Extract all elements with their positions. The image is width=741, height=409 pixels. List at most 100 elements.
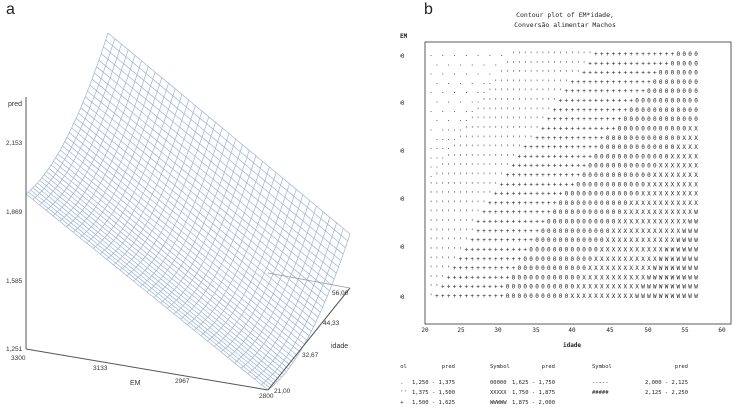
contour-symbol: 0 bbox=[541, 293, 545, 300]
contour-symbol: + bbox=[576, 107, 580, 114]
contour-symbol: ' bbox=[482, 116, 486, 123]
contour-symbol: + bbox=[512, 256, 516, 263]
contour-symbol: 0 bbox=[635, 181, 639, 188]
mesh-line-idade bbox=[103, 46, 346, 248]
contour-symbol: ' bbox=[517, 116, 521, 123]
contour-symbol: 0 bbox=[582, 237, 586, 244]
contour-title-line2: Conversão alimentar Machos bbox=[514, 21, 616, 29]
contour-symbol: + bbox=[535, 219, 539, 226]
contour-symbol: + bbox=[447, 284, 451, 291]
contour-symbol: + bbox=[629, 88, 633, 95]
contour-symbol: ' bbox=[529, 135, 533, 142]
contour-symbol: 0 bbox=[659, 135, 663, 142]
contour-symbol: W bbox=[671, 247, 675, 254]
contour-symbol: ' bbox=[529, 116, 533, 123]
contour-symbol: X bbox=[635, 284, 639, 291]
contour-symbol: + bbox=[612, 70, 616, 77]
y-axis-label: idade bbox=[331, 343, 348, 350]
contour-symbol: X bbox=[618, 219, 622, 226]
contour-symbol: 0 bbox=[570, 265, 574, 272]
contour-symbol: ' bbox=[447, 153, 451, 160]
contour-symbol: ' bbox=[453, 153, 457, 160]
contour-symbol: ' bbox=[559, 70, 563, 77]
legend-symbol-5: '''''' bbox=[400, 390, 407, 396]
mesh-line-idade bbox=[107, 32, 351, 235]
contour-symbol: + bbox=[506, 209, 510, 216]
contour-symbol: X bbox=[606, 284, 610, 291]
contour-symbol: 0 bbox=[594, 191, 598, 198]
contour-symbol: ' bbox=[494, 135, 498, 142]
contour-symbol: ' bbox=[476, 181, 480, 188]
contour-symbol: X bbox=[659, 228, 663, 235]
contour-symbol: 0 bbox=[688, 116, 692, 123]
contour-symbol: + bbox=[641, 70, 645, 77]
contour-symbol: + bbox=[488, 228, 492, 235]
contour-symbol: W bbox=[688, 274, 692, 281]
contour-symbol: + bbox=[618, 116, 622, 123]
contour-symbol: 0 bbox=[694, 51, 698, 58]
contour-symbol: ' bbox=[547, 107, 551, 114]
contour-symbol: + bbox=[565, 153, 569, 160]
contour-symbol: + bbox=[547, 191, 551, 198]
contour-symbol: ' bbox=[482, 126, 486, 133]
contour-symbol: X bbox=[647, 237, 651, 244]
contour-symbol: 0 bbox=[600, 172, 604, 179]
contour-symbol: ' bbox=[435, 256, 439, 263]
contour-symbol: ' bbox=[435, 200, 439, 207]
contour-symbol: 0 bbox=[523, 265, 527, 272]
contour-symbol: + bbox=[635, 70, 639, 77]
contour-symbol: ' bbox=[476, 144, 480, 151]
contour-symbol: X bbox=[676, 200, 680, 207]
contour-symbol: 0 bbox=[653, 98, 657, 105]
contour-symbol: 0 bbox=[553, 237, 557, 244]
contour-symbol: + bbox=[588, 126, 592, 133]
contour-symbol: W bbox=[665, 284, 669, 291]
contour-symbol: + bbox=[559, 126, 563, 133]
legend-header-symbol-3: Symbol bbox=[592, 364, 612, 370]
x-tick-label-1: 3300 bbox=[11, 355, 26, 362]
contour-symbol: ' bbox=[488, 172, 492, 179]
contour-symbol: X bbox=[606, 247, 610, 254]
contour-symbol: X bbox=[671, 209, 675, 216]
contour-symbol: ' bbox=[482, 191, 486, 198]
contour-symbol: + bbox=[453, 284, 457, 291]
contour-symbol: . bbox=[429, 172, 433, 179]
contour-symbol: + bbox=[523, 153, 527, 160]
contour-symbol: ' bbox=[529, 79, 533, 86]
contour-symbol: ' bbox=[429, 228, 433, 235]
contour-symbol: + bbox=[494, 237, 498, 244]
contour-symbol: X bbox=[682, 135, 686, 142]
contour-symbol: + bbox=[594, 70, 598, 77]
contour-symbol: W bbox=[641, 284, 645, 291]
contour-symbol: + bbox=[570, 79, 574, 86]
contour-symbol: ' bbox=[523, 70, 527, 77]
contour-symbol: + bbox=[559, 135, 563, 142]
contour-symbol: . bbox=[459, 126, 463, 133]
contour-symbol: ' bbox=[506, 163, 510, 170]
contour-symbol: X bbox=[659, 200, 663, 207]
contour-symbol: 0 bbox=[559, 228, 563, 235]
contour-symbol: ' bbox=[488, 163, 492, 170]
contour-symbol: X bbox=[629, 265, 633, 272]
y-axis bbox=[267, 287, 351, 391]
contour-symbol: + bbox=[500, 228, 504, 235]
contour-symbol: + bbox=[488, 284, 492, 291]
contour-symbol: + bbox=[523, 172, 527, 179]
contour-symbol: ' bbox=[447, 265, 451, 272]
contour-symbol: + bbox=[559, 116, 563, 123]
contour-symbol-grid: ....... ' ' ' ' ' ' ' ' ' ' ' ' ' ' + + + + + + + + + + + + + +0 0 0 0.… bbox=[429, 51, 698, 300]
contour-symbol: + bbox=[541, 163, 545, 170]
contour-symbol: 0 bbox=[659, 107, 663, 114]
contour-symbol: + bbox=[565, 144, 569, 151]
contour-symbol: + bbox=[500, 293, 504, 300]
contour-symbol: X bbox=[606, 237, 610, 244]
contour-symbol: 0 bbox=[665, 79, 669, 86]
contour-symbol: 0 bbox=[512, 284, 516, 291]
contour-symbol: X bbox=[671, 228, 675, 235]
contour-symbol: . bbox=[441, 88, 445, 95]
contour-symbol: + bbox=[494, 191, 498, 198]
contour-symbol: . bbox=[435, 79, 439, 86]
contour-symbol: ' bbox=[559, 79, 563, 86]
contour-symbol: + bbox=[500, 265, 504, 272]
contour-symbol: ' bbox=[535, 79, 539, 86]
